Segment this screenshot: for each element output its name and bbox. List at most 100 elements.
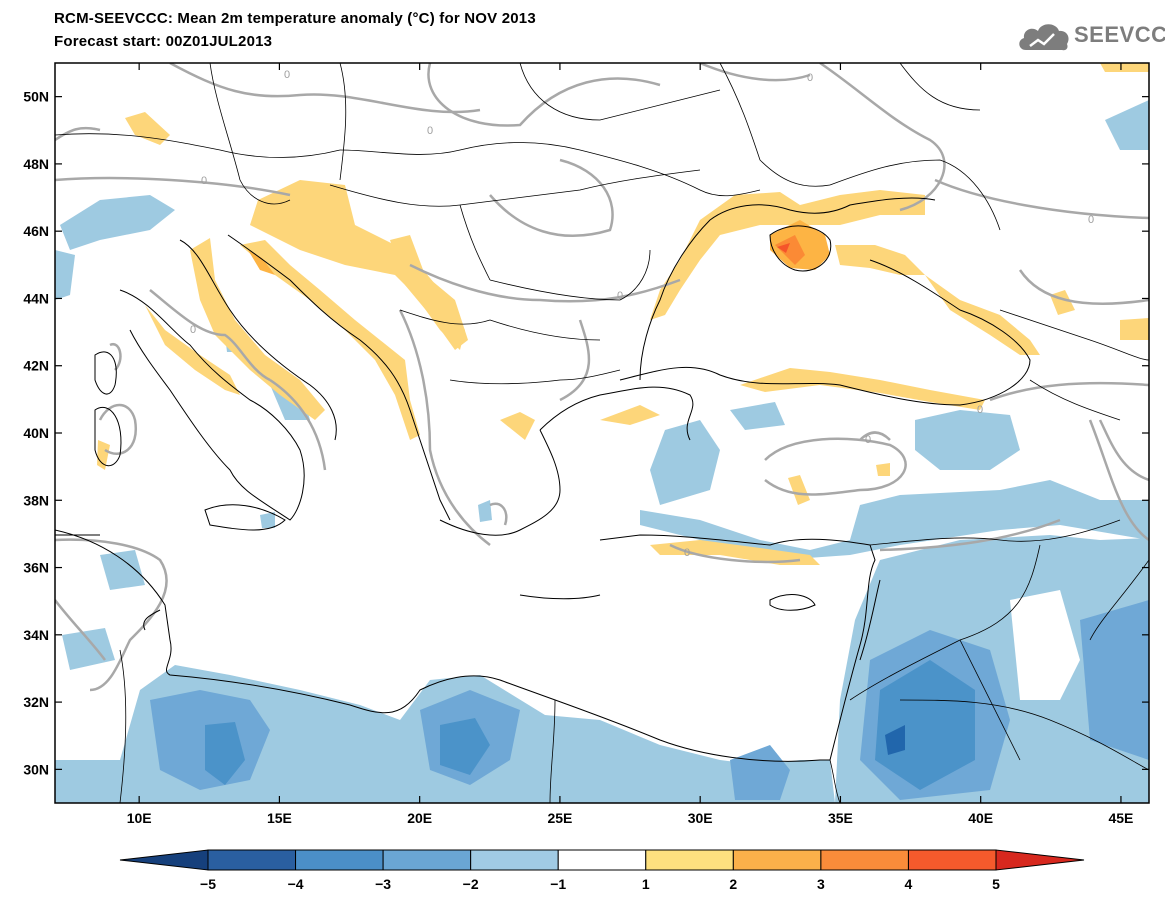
colorbar: −5 −4 −3 −2 −1 1 2 3 4 5 xyxy=(119,849,1085,892)
colorbar-label: 5 xyxy=(992,876,1000,892)
contour-label: 0 xyxy=(201,175,207,187)
lat-tick-label: 36N xyxy=(23,560,49,576)
warm-region-crimea-3 xyxy=(777,243,790,253)
lat-tick-label: 44N xyxy=(23,290,49,306)
colorbar-label: 3 xyxy=(817,876,825,892)
colorbar-label: 4 xyxy=(905,876,913,892)
contour-label: 0 xyxy=(617,290,623,302)
lat-tick-label: 40N xyxy=(23,425,49,441)
warm-region-azov xyxy=(835,245,925,275)
cold-region-iraq xyxy=(1080,600,1149,760)
warm-region-black-sea-north xyxy=(650,190,925,320)
lon-tick-label: 40E xyxy=(968,810,993,826)
contour-label: 0 xyxy=(977,404,983,416)
white-hole-arabia xyxy=(1010,590,1080,700)
contour-label: 0 xyxy=(865,434,871,446)
cold-region-north-africa-4 xyxy=(205,722,245,785)
colorbar-label: −5 xyxy=(200,876,216,892)
colorbar-bin xyxy=(732,849,822,871)
warm-region-corsica xyxy=(97,440,110,470)
cold-region-anatolia-4 xyxy=(730,402,785,430)
warm-region-turkey-south xyxy=(650,540,820,565)
lon-tick-label: 10E xyxy=(127,810,152,826)
lat-tick-label: 30N xyxy=(23,761,49,777)
forecast-start-label: Forecast start: 00Z01JUL2013 xyxy=(54,33,273,50)
warm-region-france xyxy=(125,112,170,145)
cold-region-tunisia xyxy=(100,550,145,590)
cold-anomaly-fields xyxy=(55,100,1149,803)
contour-label: 0 xyxy=(807,72,813,84)
cold-region-levant-3 xyxy=(875,660,975,790)
lon-tick-label: 15E xyxy=(267,810,292,826)
colorbar-bin xyxy=(470,849,559,871)
map-title: RCM-SEEVCCC: Mean 2m temperature anomaly… xyxy=(54,10,536,27)
colorbar-label: −1 xyxy=(550,876,566,892)
cold-region-anatolia-2 xyxy=(640,480,1149,560)
colorbar-over-arrow xyxy=(995,849,1085,871)
cold-region-anatolia xyxy=(650,420,720,505)
cold-region-east-europe xyxy=(1105,100,1149,150)
contour-label: 0 xyxy=(684,547,690,559)
colorbar-bin xyxy=(907,849,997,871)
warm-region-balkans xyxy=(390,235,468,350)
cold-region-anatolia-3 xyxy=(915,410,1020,470)
cold-region-alps-west-2 xyxy=(55,250,75,300)
colorbar-bin xyxy=(382,849,472,871)
warm-region-caucasus xyxy=(925,275,1040,355)
contour-label: 0 xyxy=(284,69,290,81)
colorbar-label: 1 xyxy=(642,876,650,892)
lat-tick-label: 42N xyxy=(23,358,49,374)
colorbar-bin xyxy=(295,849,384,871)
warm-region-greece xyxy=(500,412,535,440)
warm-region-dalmatia-2 xyxy=(248,250,275,275)
warm-region-aegean-east xyxy=(600,405,660,425)
country-borders xyxy=(55,63,1149,803)
contour-label: 0 xyxy=(427,125,433,137)
contour-labels: 0 0 0 0 0 0 0 0 0 0 xyxy=(190,69,1094,559)
lat-tick-label: 34N xyxy=(23,627,49,643)
warm-region-anatolia-interior-2 xyxy=(876,463,890,476)
cold-region-cyprus xyxy=(478,500,492,522)
colorbar-label: −2 xyxy=(463,876,479,892)
warm-region-crimea-2 xyxy=(775,235,805,265)
warm-anomaly-fields xyxy=(97,63,1149,565)
contour-label: 0 xyxy=(190,324,196,336)
map-fields: 0 0 0 0 0 0 0 0 0 0 xyxy=(55,63,1149,803)
zero-contours xyxy=(55,63,1149,692)
cold-region-levant-4 xyxy=(885,725,905,755)
lat-tick-label: 32N xyxy=(23,694,49,710)
coastlines xyxy=(55,197,1031,762)
lat-tick-label: 48N xyxy=(23,156,49,172)
warm-region-georgia xyxy=(1120,318,1149,340)
logo-text: SEEVCCC xyxy=(1074,22,1165,47)
lon-tick-label: 45E xyxy=(1108,810,1133,826)
colorbar-bin xyxy=(645,849,734,871)
colorbar-label: 2 xyxy=(729,876,737,892)
warm-region-anatolia-interior xyxy=(788,475,810,505)
lon-tick-label: 30E xyxy=(688,810,713,826)
colorbar-bin xyxy=(820,849,909,871)
warm-region-alps xyxy=(250,180,465,350)
contour-label: 0 xyxy=(1088,214,1094,226)
colorbar-bin xyxy=(207,849,297,871)
warm-region-adriatic xyxy=(190,238,325,420)
lon-tick-label: 35E xyxy=(828,810,853,826)
colorbar-bin xyxy=(557,849,647,871)
warm-region-turkey-north xyxy=(740,368,985,410)
warm-region-east-europe xyxy=(1100,63,1149,72)
lat-tick-label: 38N xyxy=(23,492,49,508)
cold-region-alps-west xyxy=(60,195,175,250)
longitude-axis: 10E 15E 20E 25E 30E 35E 40E 45E xyxy=(127,63,1133,826)
lon-tick-label: 25E xyxy=(547,810,572,826)
cold-region-libya-west xyxy=(62,628,115,670)
lat-tick-label: 46N xyxy=(23,223,49,239)
lon-tick-label: 20E xyxy=(407,810,432,826)
lat-tick-label: 50N xyxy=(23,89,49,105)
cloud-icon xyxy=(1019,24,1069,51)
cold-region-sicily xyxy=(260,512,275,528)
colorbar-under-arrow xyxy=(119,849,209,871)
colorbar-label: −3 xyxy=(375,876,391,892)
latitude-axis: 50N 48N 46N 44N 42N 40N 38N 36N 34N 32N 30N xyxy=(23,89,1149,777)
colorbar-label: −4 xyxy=(288,876,304,892)
